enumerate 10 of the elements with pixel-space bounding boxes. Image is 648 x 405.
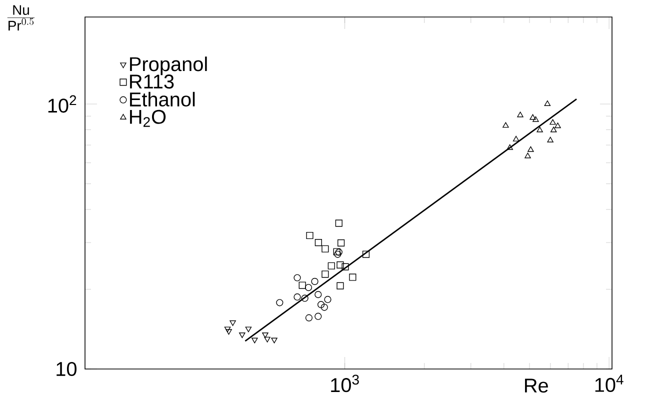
legend-label: Propanol [130, 56, 207, 76]
legend-label: R113 [130, 74, 174, 89]
y-tick-label: 10 [56, 362, 76, 376]
y-axis-title: $\frac{\mathrm{Nu}}{\mathrm{Pr}^{0.5}}$ [7, 5, 35, 31]
y-tick-label: 10$^{2}$ [48, 95, 76, 113]
x-tick-label: 10$^{4}$ [595, 374, 624, 392]
x-tick-label: 10$^{3}$ [331, 374, 359, 392]
legend-label: H$_{2}$O [130, 110, 166, 127]
legend-label: Ethanol [130, 92, 195, 107]
x-axis-title: Re [525, 378, 548, 393]
